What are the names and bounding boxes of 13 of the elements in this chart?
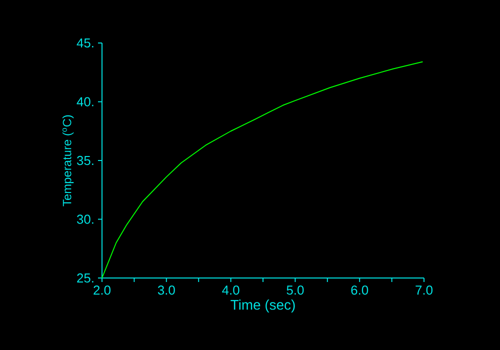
y-tick-label: 45.: [76, 38, 94, 48]
y-tick-label: 25.: [77, 273, 94, 283]
y-tick-label: 40.: [76, 97, 94, 106]
x-axis-title: Time (sec): [230, 300, 295, 313]
x-tick-label: 4.0: [222, 286, 240, 295]
x-tick-label: 2.0: [94, 286, 111, 295]
y-tick-label: 30.: [76, 214, 94, 224]
x-tick-label: 6.0: [351, 286, 368, 295]
x-tick-label: 7.0: [416, 286, 433, 295]
x-tick-label: 5.0: [286, 286, 304, 295]
y-axis-title: Temperature ($^{o}$C): [62, 115, 74, 206]
x-tick-label: 3.0: [158, 286, 175, 295]
y-tick-label: 35.: [76, 156, 94, 166]
